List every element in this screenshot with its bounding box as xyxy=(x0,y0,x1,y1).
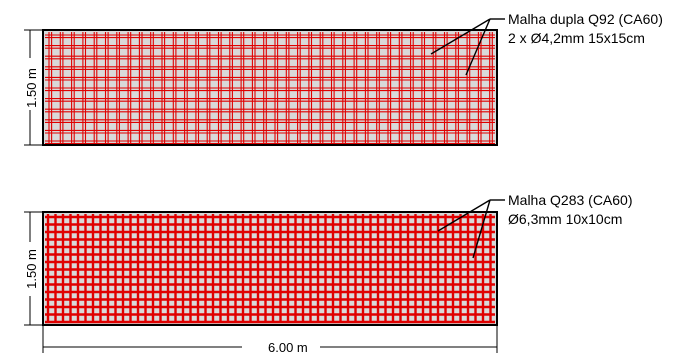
panel-single-mesh: 1.50 m Malha Q283 (CA60) Ø6,3mm 10x10cm xyxy=(24,192,633,326)
rebar-mesh-2 xyxy=(45,214,495,324)
mesh-label-1-line2: 2 x Ø4,2mm 15x15cm xyxy=(508,30,645,46)
width-dimension-label: 6.00 m xyxy=(268,340,308,353)
leader-lines-2 xyxy=(437,199,505,259)
height-dimension-2 xyxy=(24,211,43,326)
mesh-label-2-line2: Ø6,3mm 10x10cm xyxy=(508,211,622,227)
mesh-label-1-line1: Malha dupla Q92 (CA60) xyxy=(508,11,663,27)
slab-1-outline xyxy=(42,29,498,146)
slab-2-outline xyxy=(42,211,498,326)
rebar-mesh-1 xyxy=(45,32,495,145)
leader-lines-1 xyxy=(430,18,505,76)
height-dimension-1 xyxy=(24,29,43,146)
mesh-label-2-line1: Malha Q283 (CA60) xyxy=(508,192,633,208)
width-dimension xyxy=(42,325,498,353)
height-dimension-2-label: 1.50 m xyxy=(24,249,39,289)
panel-double-mesh: 1.50 m Malha dupla Q92 (CA60) 2 x Ø4,2mm… xyxy=(24,11,663,146)
height-dimension-1-label: 1.50 m xyxy=(24,68,39,108)
